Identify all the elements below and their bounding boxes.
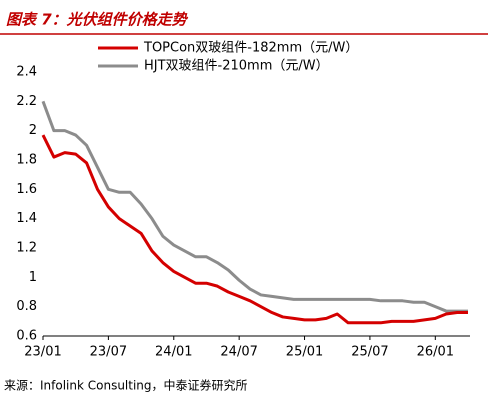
x-tick-label: 23/01 xyxy=(24,345,61,360)
y-tick-label: 1.4 xyxy=(16,211,37,226)
y-tick-label: 2.2 xyxy=(16,94,37,109)
y-tick-label: 0.8 xyxy=(16,299,37,314)
y-tick-label: 2.4 xyxy=(16,65,37,80)
x-tick-label: 23/07 xyxy=(90,345,127,360)
chart-title: 图表 7：光伏组件价格走势 xyxy=(6,11,189,29)
y-tick-label: 1.2 xyxy=(16,241,37,256)
x-tick-label: 24/01 xyxy=(155,345,192,360)
legend-label: TOPCon双玻组件-182mm（元/W） xyxy=(143,41,358,56)
x-tick-label: 24/07 xyxy=(220,345,257,360)
y-tick-label: 2 xyxy=(29,123,37,138)
y-tick-label: 1.6 xyxy=(16,182,37,197)
series-line xyxy=(41,100,468,313)
y-tick-label: 1.8 xyxy=(16,153,37,168)
x-tick-label: 25/01 xyxy=(286,345,323,360)
y-tick-label: 1 xyxy=(29,270,37,285)
legend-label: HJT双玻组件-210mm（元/W） xyxy=(144,59,329,74)
x-tick-label: 25/07 xyxy=(351,345,388,360)
y-tick-label: 0.6 xyxy=(16,329,37,344)
series-line xyxy=(41,134,468,325)
x-tick-label: 26/01 xyxy=(417,345,454,360)
source: 来源：Infolink Consulting，中泰证券研究所 xyxy=(4,378,248,393)
